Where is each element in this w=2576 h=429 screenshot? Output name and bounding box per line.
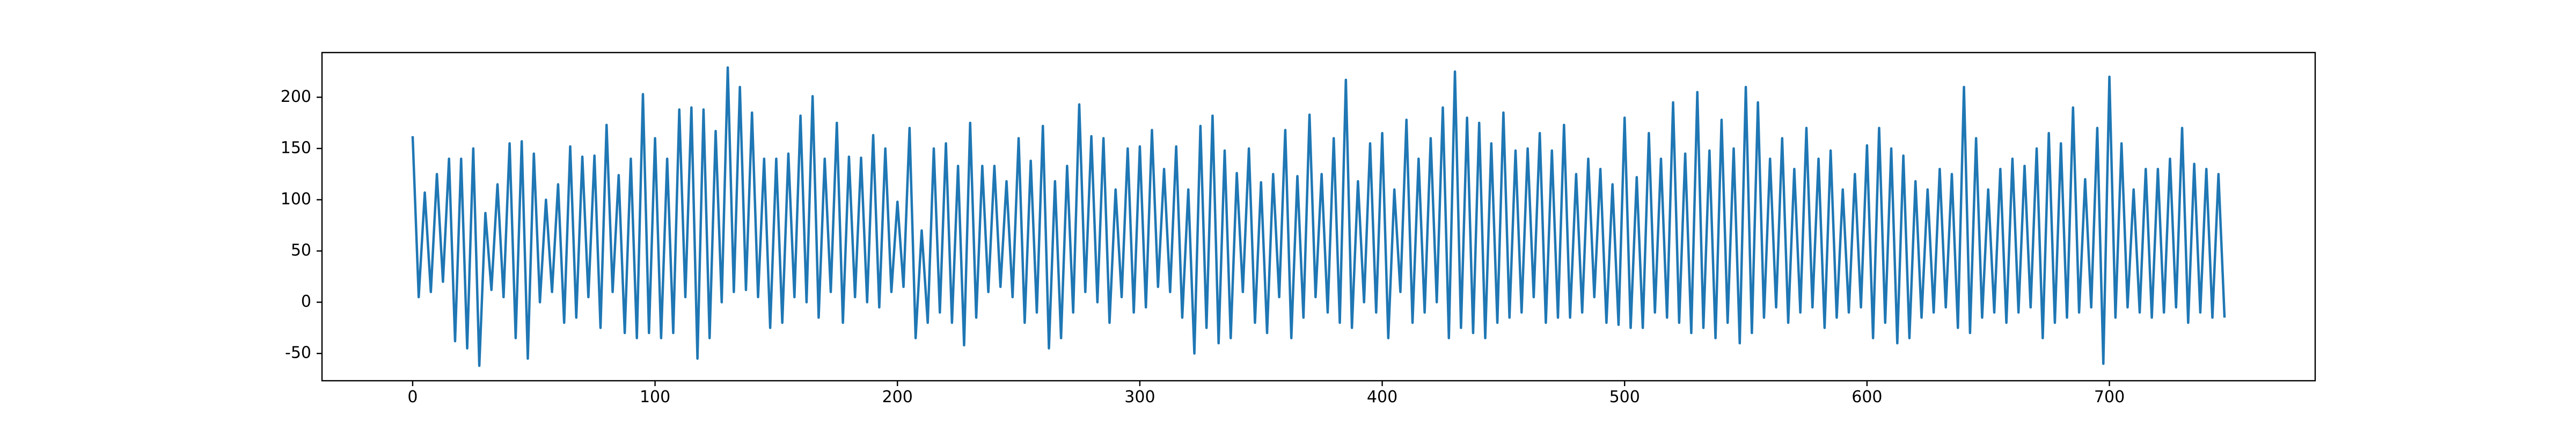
- x-tick-label: 0: [407, 388, 418, 406]
- x-tick-label: 500: [1609, 388, 1640, 406]
- x-tick-label: 400: [1367, 388, 1397, 406]
- x-tick-label: 100: [640, 388, 670, 406]
- x-tick-label: 300: [1124, 388, 1155, 406]
- y-tick-label: 50: [291, 241, 311, 260]
- y-tick-label: 100: [281, 190, 311, 209]
- x-tick-label: 700: [2094, 388, 2125, 406]
- x-tick-label: 600: [1851, 388, 1882, 406]
- data-line: [411, 66, 2226, 367]
- y-tick-label: 200: [281, 87, 311, 106]
- plot-frame: [321, 51, 2316, 382]
- x-tick-label: 200: [882, 388, 913, 406]
- y-tick-label: 150: [281, 138, 311, 157]
- y-tick-label: -50: [285, 344, 311, 363]
- y-tick-label: 0: [301, 292, 311, 311]
